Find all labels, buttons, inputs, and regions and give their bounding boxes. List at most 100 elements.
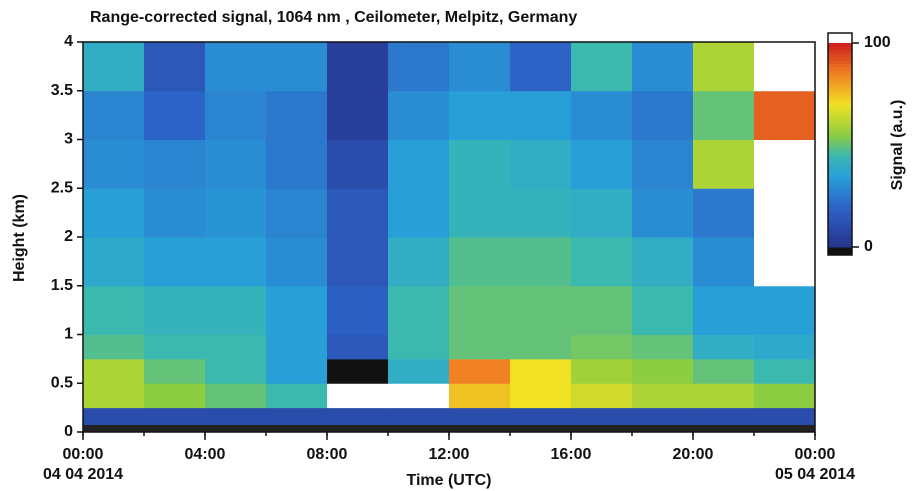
heatmap-cell: [388, 334, 450, 360]
heatmap-cell: [754, 139, 816, 189]
heatmap-cell: [449, 383, 511, 409]
heatmap-cell: [693, 358, 755, 384]
heatmap-cell: [510, 383, 572, 409]
heatmap-cell: [144, 334, 206, 360]
y-tick-label: 0: [64, 423, 73, 440]
colorbar-segment: [828, 145, 852, 149]
heatmap-cell: [754, 383, 816, 409]
colorbar-segment: [828, 100, 852, 105]
x-tick-label: 16:00: [551, 446, 592, 463]
colorbar-segment: [828, 121, 852, 126]
heatmap-cell: [571, 42, 633, 92]
heatmap-cell: [754, 334, 816, 360]
y-tick-label: 2: [64, 228, 73, 245]
colorbar-tick-label: 0: [864, 238, 873, 255]
heatmap-cell: [144, 358, 206, 384]
heatmap-cell: [632, 285, 694, 335]
heatmap-cell: [388, 90, 450, 140]
x-tick-label: 00:00: [795, 446, 836, 463]
y-tick-label: 0.5: [51, 374, 73, 391]
heatmap-cell: [144, 90, 206, 140]
colorbar-segment: [828, 155, 852, 160]
heatmap-cell: [632, 90, 694, 140]
date-annotation: 04 04 2014: [43, 466, 123, 483]
heatmap-cell: [754, 42, 816, 92]
heatmap-cell: [205, 285, 267, 335]
heatmap-cell: [388, 139, 450, 189]
heatmap-cell: [632, 383, 694, 409]
heatmap-cell: [510, 42, 572, 92]
colorbar-segment: [828, 189, 852, 194]
colorbar-segment: [828, 148, 852, 153]
colorbar-segment: [828, 209, 852, 214]
colorbar-segment: [828, 240, 852, 245]
colorbar-segment: [828, 87, 852, 92]
colorbar-cap-high: [828, 33, 852, 43]
heatmap-cell: [266, 358, 328, 384]
colorbar-segment: [828, 63, 852, 68]
y-tick-label: 1.5: [51, 277, 73, 294]
heatmap-cell: [205, 42, 267, 92]
heatmap-cell: [83, 285, 145, 335]
heatmap-cell: [83, 383, 145, 409]
y-tick-label: 1: [64, 326, 73, 343]
colorbar-segment: [828, 97, 852, 102]
colorbar-segment: [828, 141, 852, 146]
heatmap-cell: [449, 285, 511, 335]
heatmap-cell: [449, 139, 511, 189]
colorbar-frame: [827, 32, 853, 256]
heatmap-cell: [327, 237, 389, 287]
heatmap-cell: [693, 285, 755, 335]
colorbar-segment: [828, 94, 852, 98]
x-tick-label: 12:00: [429, 446, 470, 463]
heatmap-cell: [144, 285, 206, 335]
heatmap-cell: [571, 383, 633, 409]
heatmap-cell: [571, 237, 633, 287]
heatmap-cell: [327, 334, 389, 360]
heatmap-cell: [632, 139, 694, 189]
heatmap-cell: [205, 188, 267, 238]
heatmap-cell: [449, 90, 511, 140]
colorbar-segment: [828, 53, 852, 58]
colorbar-segment: [828, 73, 852, 78]
heatmap-cell: [83, 90, 145, 140]
heatmap-cell: [205, 90, 267, 140]
heatmap-cell: [388, 383, 450, 409]
x-tick-label: 04:00: [185, 446, 226, 463]
heatmap-cell: [327, 358, 389, 384]
colorbar-segment: [828, 213, 852, 217]
heatmap-cell: [449, 358, 511, 384]
heatmap-cell: [327, 42, 389, 92]
colorbar-cap-low: [828, 247, 852, 255]
heatmap-cell: [388, 237, 450, 287]
colorbar-segment: [828, 46, 852, 51]
colorbar-segment: [828, 226, 852, 231]
colorbar-segment: [828, 56, 852, 61]
heatmap-cell: [327, 188, 389, 238]
y-tick-label: 4: [64, 33, 73, 50]
colorbar-segment: [828, 230, 852, 234]
heatmap-cell: [754, 285, 816, 335]
colorbar-segment: [828, 196, 852, 200]
heatmap-cell: [266, 237, 328, 287]
heatmap-cell: [266, 139, 328, 189]
colorbar-label: Signal (a.u.): [889, 100, 906, 191]
colorbar-segment: [828, 175, 852, 180]
date-annotation: 05 04 2014: [775, 466, 855, 483]
colorbar-segment: [828, 107, 852, 112]
heatmap-cell: [449, 334, 511, 360]
colorbar-segment: [828, 168, 852, 173]
y-tick-label: 2.5: [51, 179, 73, 196]
heatmap-cell: [205, 139, 267, 189]
heatmap-cell: [83, 42, 145, 92]
colorbar-segment: [828, 223, 852, 228]
heatmap-cell: [327, 90, 389, 140]
heatmap-cell: [83, 334, 145, 360]
heatmap-cell: [266, 188, 328, 238]
colorbar-segment: [828, 114, 852, 119]
colorbar-segment: [828, 151, 852, 156]
heatmap-cell: [205, 383, 267, 409]
heatmap-cell: [632, 237, 694, 287]
heatmap-cell: [388, 188, 450, 238]
heatmap-cell: [144, 188, 206, 238]
